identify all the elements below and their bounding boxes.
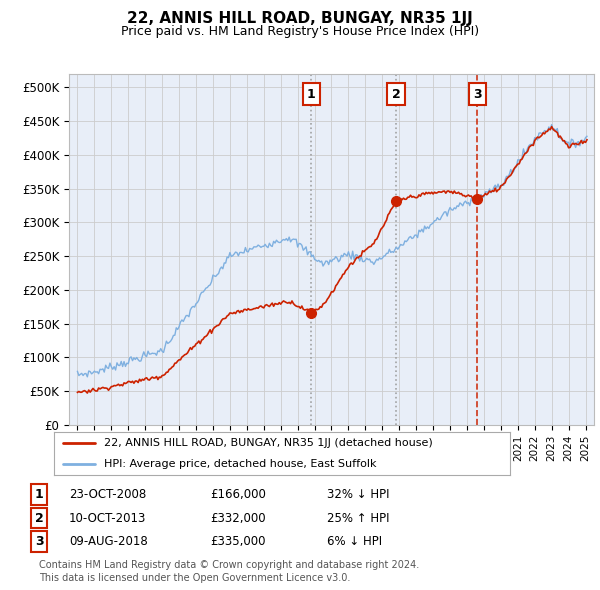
Text: 32% ↓ HPI: 32% ↓ HPI	[327, 488, 389, 501]
Text: £335,000: £335,000	[210, 535, 265, 548]
Text: 25% ↑ HPI: 25% ↑ HPI	[327, 512, 389, 525]
Text: 3: 3	[35, 535, 43, 548]
Text: HPI: Average price, detached house, East Suffolk: HPI: Average price, detached house, East…	[104, 460, 377, 469]
Text: £166,000: £166,000	[210, 488, 266, 501]
Text: 22, ANNIS HILL ROAD, BUNGAY, NR35 1JJ (detached house): 22, ANNIS HILL ROAD, BUNGAY, NR35 1JJ (d…	[104, 438, 433, 448]
Text: Contains HM Land Registry data © Crown copyright and database right 2024.
This d: Contains HM Land Registry data © Crown c…	[39, 560, 419, 583]
Text: 1: 1	[35, 488, 43, 501]
Text: 2: 2	[392, 87, 400, 100]
Text: 1: 1	[307, 87, 316, 100]
Text: 3: 3	[473, 87, 482, 100]
Text: 2: 2	[35, 512, 43, 525]
Text: 6% ↓ HPI: 6% ↓ HPI	[327, 535, 382, 548]
Text: Price paid vs. HM Land Registry's House Price Index (HPI): Price paid vs. HM Land Registry's House …	[121, 25, 479, 38]
Text: 22, ANNIS HILL ROAD, BUNGAY, NR35 1JJ: 22, ANNIS HILL ROAD, BUNGAY, NR35 1JJ	[127, 11, 473, 25]
Text: £332,000: £332,000	[210, 512, 266, 525]
Text: 10-OCT-2013: 10-OCT-2013	[69, 512, 146, 525]
Text: 23-OCT-2008: 23-OCT-2008	[69, 488, 146, 501]
Text: 09-AUG-2018: 09-AUG-2018	[69, 535, 148, 548]
